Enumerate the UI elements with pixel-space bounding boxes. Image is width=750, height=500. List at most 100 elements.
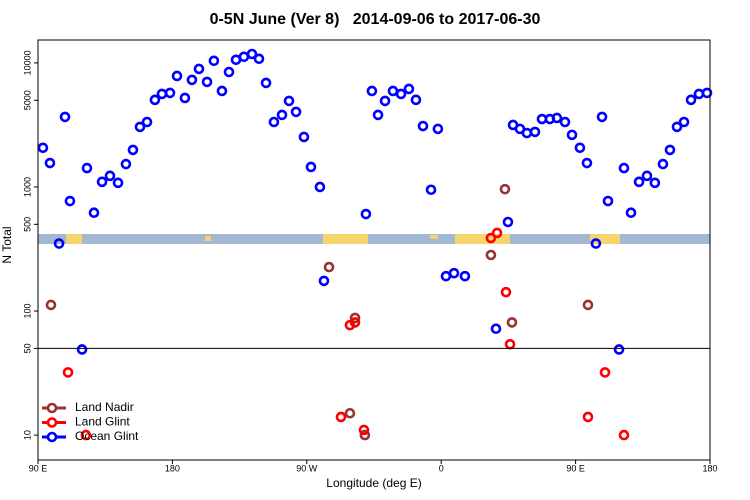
point: [602, 195, 614, 207]
point: [268, 116, 280, 128]
point: [551, 112, 563, 124]
point: [64, 195, 76, 207]
point: [664, 144, 676, 156]
y-tick-label: 100: [22, 304, 32, 319]
point: [574, 142, 586, 154]
point: [59, 111, 71, 123]
point: [335, 411, 347, 423]
legend-marker: [46, 402, 58, 414]
point: [502, 216, 514, 228]
point: [657, 158, 669, 170]
point: [76, 344, 88, 355]
legend-marker: [46, 417, 58, 428]
point: [372, 109, 384, 121]
point: [104, 170, 116, 182]
point: [37, 142, 49, 154]
point: [500, 286, 512, 298]
point: [671, 121, 683, 133]
point: [62, 367, 74, 378]
y-tick-label: 50: [22, 343, 32, 353]
point: [432, 123, 444, 135]
point: [613, 344, 625, 355]
point: [485, 249, 497, 261]
point: [201, 76, 213, 88]
point: [358, 424, 370, 436]
x-tick-label: 0: [439, 463, 444, 473]
plot-frame: [37, 39, 711, 461]
point: [559, 116, 571, 128]
point: [314, 181, 326, 193]
point: [491, 227, 503, 239]
point: [186, 74, 198, 86]
point: [693, 88, 705, 100]
point: [581, 157, 593, 169]
point: [223, 66, 235, 78]
point: [599, 367, 611, 378]
x-axis-label: Longitude (deg E): [326, 476, 421, 490]
point: [618, 162, 630, 174]
point: [253, 53, 265, 65]
point: [417, 120, 429, 132]
point: [53, 238, 65, 249]
point: [504, 338, 516, 350]
x-tick-label: 180: [165, 463, 180, 473]
legend-label: Ocean Glint: [75, 429, 139, 443]
point: [410, 94, 422, 106]
y-tick-label: 10000: [22, 50, 32, 75]
point: [164, 87, 176, 99]
point: [44, 157, 56, 169]
x-tick-label: 90 W: [296, 463, 318, 473]
point: [649, 177, 661, 189]
point: [156, 88, 168, 100]
point: [618, 429, 630, 441]
point: [344, 407, 356, 419]
point: [305, 161, 317, 173]
chart-title: 0-5N June (Ver 8) 2014-09-06 to 2017-06-…: [210, 11, 541, 28]
x-tick-label: 90 E: [29, 463, 48, 473]
map-strip: [38, 234, 710, 244]
y-tick-label: 5000: [22, 90, 32, 110]
point: [349, 312, 361, 324]
point: [448, 267, 460, 279]
point: [633, 176, 645, 188]
point: [120, 158, 132, 170]
point: [625, 207, 637, 219]
y-tick-label: 10: [22, 430, 32, 440]
point: [318, 275, 330, 287]
point: [529, 126, 541, 138]
point: [81, 162, 93, 174]
point: [298, 131, 310, 143]
point: [349, 317, 361, 328]
point: [88, 207, 100, 219]
legend-marker: [46, 431, 58, 443]
point: [96, 176, 108, 188]
point: [149, 94, 161, 106]
point: [208, 55, 220, 67]
x-tick-label: 90 E: [566, 463, 585, 473]
point: [112, 177, 124, 189]
y-axis-label: N Total: [0, 226, 14, 263]
point: [45, 299, 57, 311]
point: [596, 111, 608, 123]
point: [521, 127, 533, 139]
point: [566, 129, 578, 141]
point: [366, 85, 378, 97]
point: [323, 261, 335, 273]
y-tick-label: 1000: [22, 177, 32, 197]
point: [276, 109, 288, 121]
point: [485, 232, 497, 244]
point: [425, 184, 437, 196]
point: [582, 411, 594, 423]
y-tick-label: 500: [22, 217, 32, 232]
point: [127, 144, 139, 156]
point: [283, 95, 295, 107]
legend-label: Land Glint: [75, 415, 130, 429]
point: [193, 63, 205, 75]
point: [171, 70, 183, 82]
point: [459, 270, 471, 282]
point: [590, 238, 602, 249]
point: [360, 208, 372, 220]
legend-label: Land Nadir: [75, 400, 134, 414]
point: [701, 87, 713, 99]
